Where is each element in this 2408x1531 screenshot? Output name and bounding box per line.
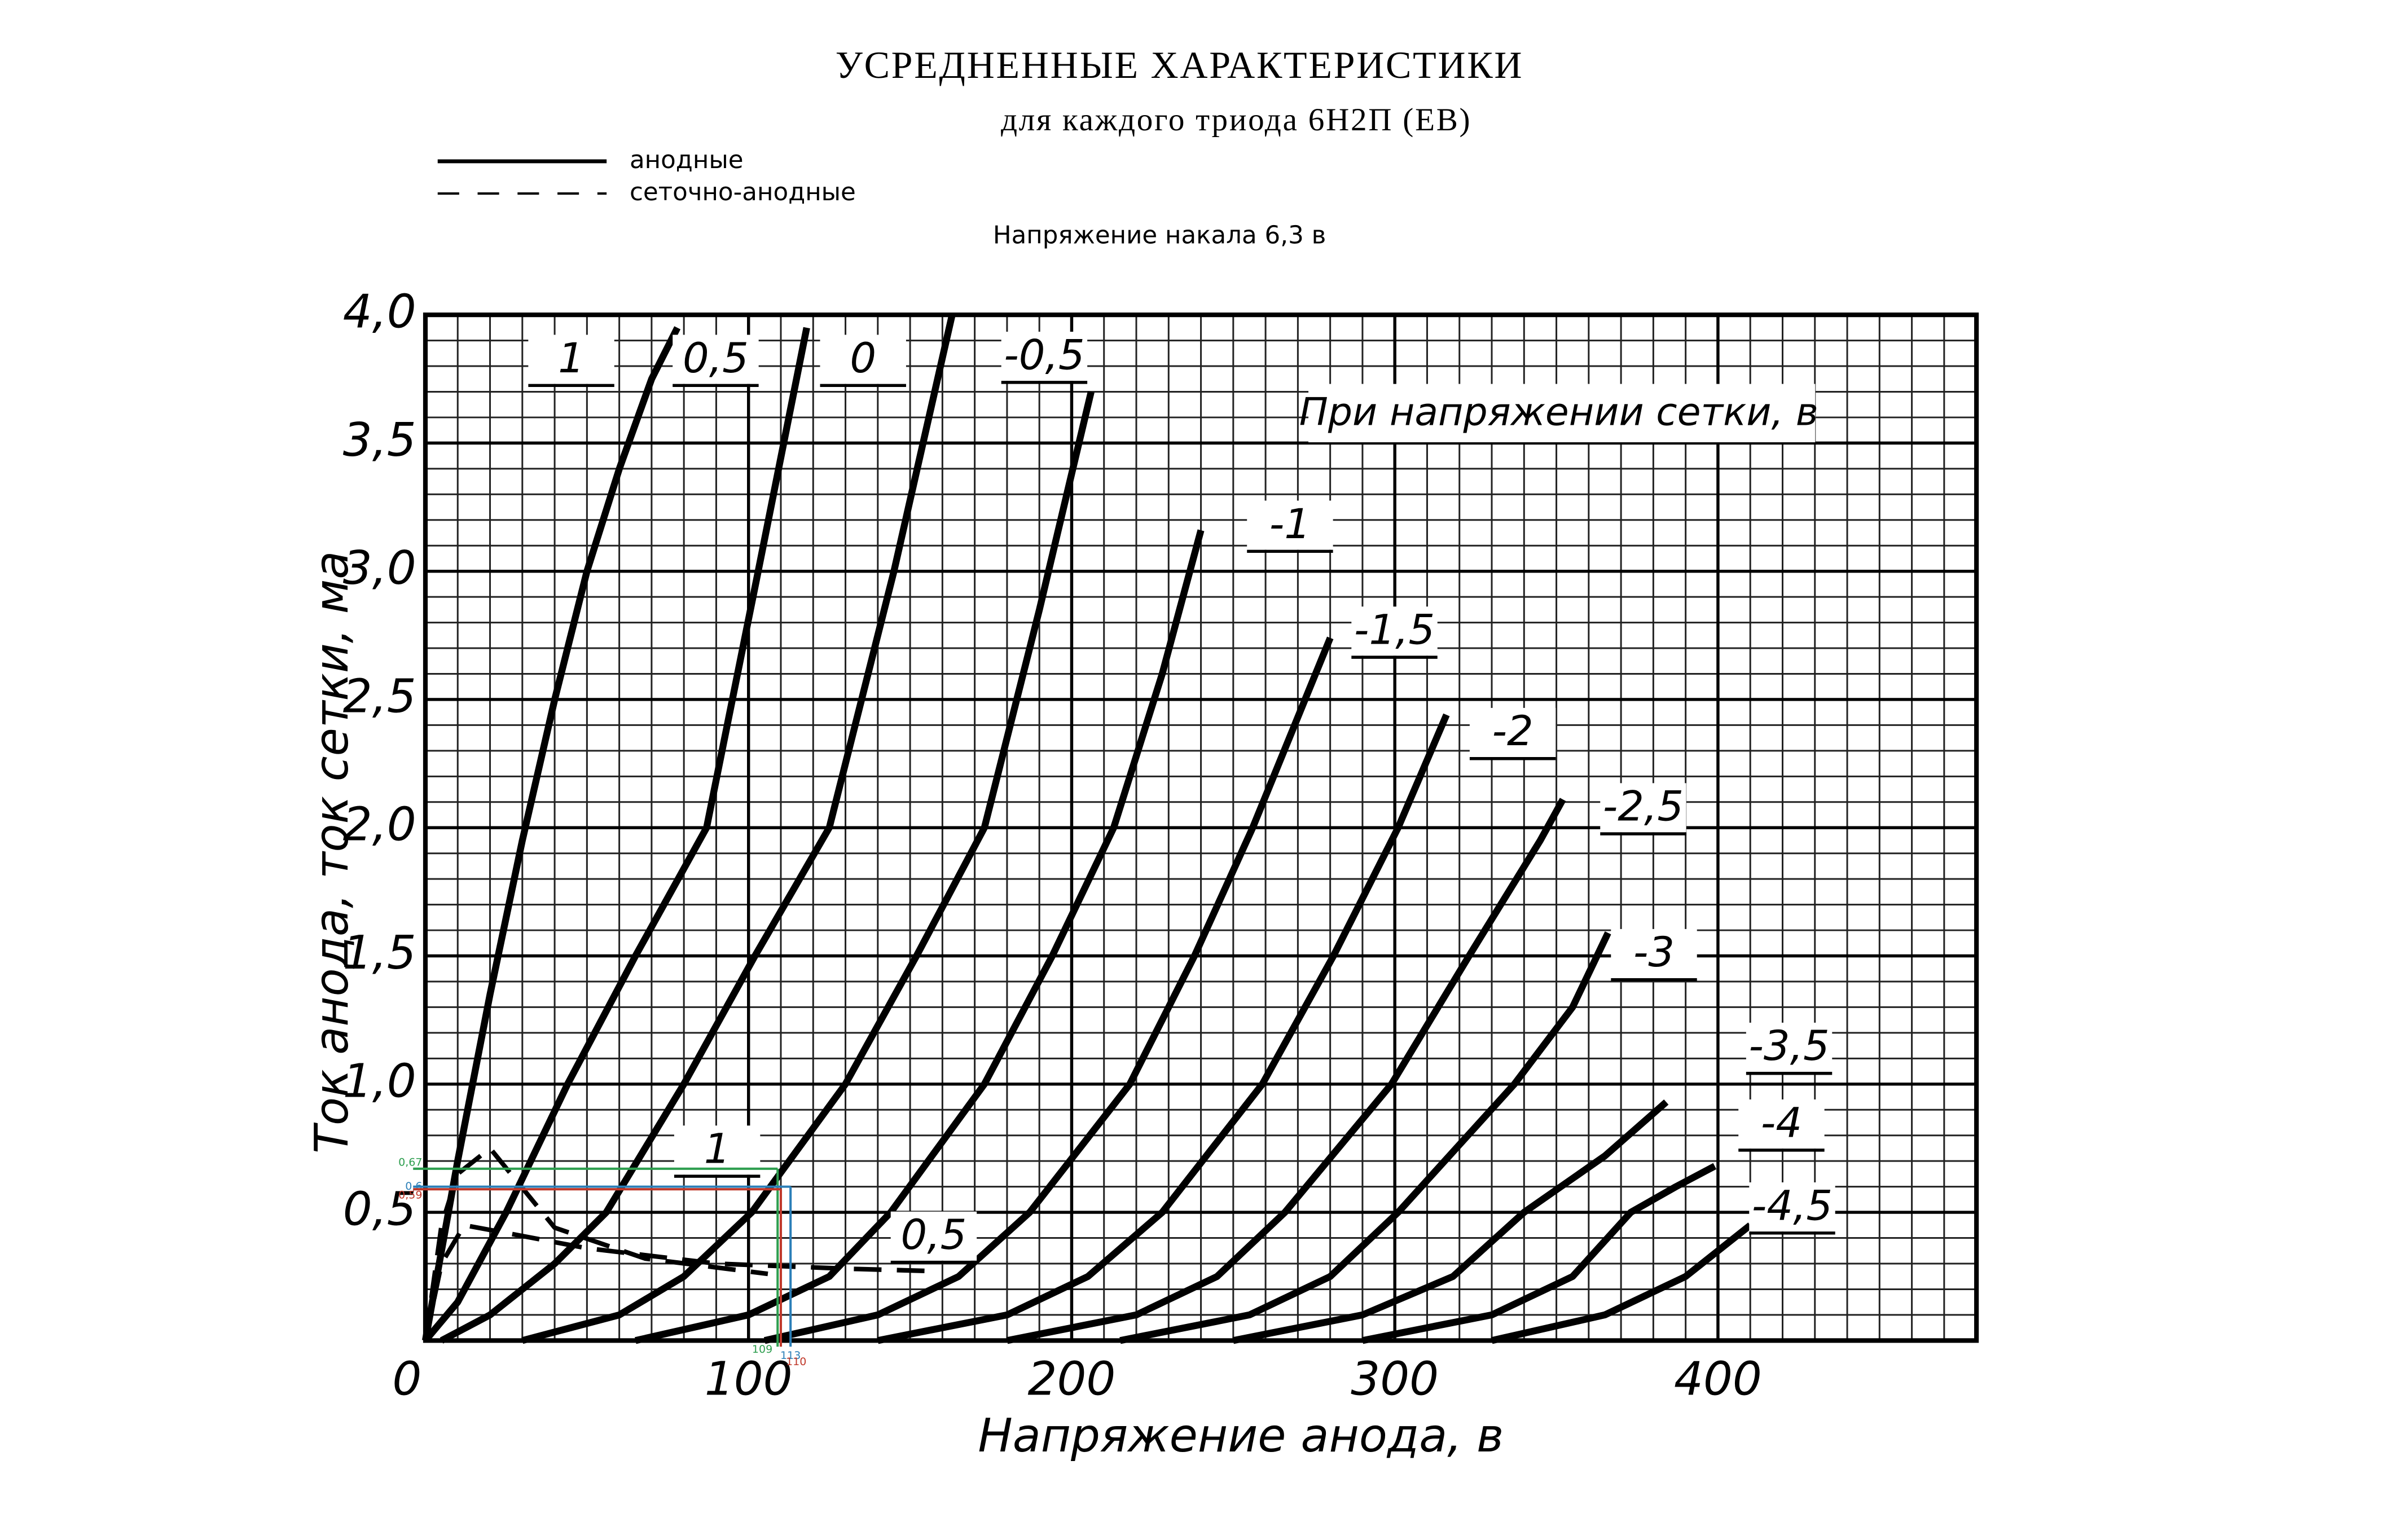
y-tick-label: 4,0 xyxy=(343,285,416,339)
anode-curve xyxy=(1232,1099,1669,1344)
anode-curve xyxy=(1119,931,1611,1344)
curve-label: -4,5 xyxy=(1752,1182,1833,1230)
annotation-box xyxy=(1308,384,1816,443)
y-axis-label: Ток анода, ток сетки, ма xyxy=(305,551,359,1154)
y-tick-label: 1,5 xyxy=(343,926,416,980)
curve-label: 0 xyxy=(850,335,876,382)
anode-curve xyxy=(1006,798,1566,1344)
y-tick-label: 0,5 xyxy=(343,1183,416,1237)
curve-label-box xyxy=(528,335,614,384)
guide-x-label: 109 xyxy=(752,1343,772,1356)
curve-label: -2 xyxy=(1492,707,1533,755)
chart-title: УСРЕДНЕННЫЕ ХАРАКТЕРИСТИКИ xyxy=(836,43,1523,86)
curve-label-box xyxy=(1001,332,1088,381)
curve-label-box xyxy=(1247,500,1333,550)
curve-label-box xyxy=(1749,1182,1835,1232)
y-tick-label: 1,0 xyxy=(343,1054,416,1108)
curve-label-box xyxy=(1738,1099,1825,1149)
curve-label: 0,5 xyxy=(683,335,749,382)
x-tick-label: 0 xyxy=(392,1352,421,1406)
curve-label-box xyxy=(674,1125,761,1175)
curve-label: -4 xyxy=(1761,1099,1802,1147)
curve-label: -1 xyxy=(1269,500,1311,548)
chart-subtitle: для каждого триода 6Н2П (ЕВ) xyxy=(1001,102,1471,138)
anode-curve xyxy=(423,327,810,1343)
curve-label-box xyxy=(673,335,759,384)
curve-label-box xyxy=(890,1211,977,1261)
curve-label-box xyxy=(1746,1022,1833,1072)
x-tick-label: 300 xyxy=(1351,1352,1439,1406)
grid-current-curve xyxy=(423,1146,768,1341)
curve-label-box xyxy=(1611,929,1697,978)
y-tick-label: 2,0 xyxy=(343,798,416,852)
guide-x-label: 110 xyxy=(786,1356,806,1368)
curve-label: 1 xyxy=(704,1125,731,1173)
anode-curve xyxy=(877,713,1450,1344)
legend-label: анодные xyxy=(630,146,744,174)
guide-x-label: 113 xyxy=(780,1349,801,1362)
curve-label: -2,5 xyxy=(1603,783,1684,831)
guide-y-label: 0,67 xyxy=(398,1156,422,1168)
anode-curve xyxy=(1361,1163,1717,1344)
x-tick-label: 200 xyxy=(1028,1352,1116,1406)
curve-label-box xyxy=(1600,783,1686,833)
curve-label: -0,5 xyxy=(1004,331,1084,379)
x-tick-label: 100 xyxy=(705,1352,793,1406)
anode-curve xyxy=(521,391,1095,1344)
curve-label: 0,5 xyxy=(901,1211,967,1259)
anode-curve xyxy=(634,529,1205,1344)
anode-curve xyxy=(763,636,1334,1344)
grid-current-curve xyxy=(423,1222,939,1341)
plot-area: 0 100 200 300 400 0,5 1,0 1,5 2,0 2,5 3,0 3,5 4,0 1 0,… xyxy=(343,285,1979,1406)
y-tick-label: 3,5 xyxy=(343,413,416,467)
legend-label: сеточно-анодные xyxy=(630,178,856,206)
curve-label: 1 xyxy=(558,335,585,382)
curve-label-box xyxy=(820,335,906,384)
chart-note: Напряжение накала 6,3 в xyxy=(993,221,1326,249)
anode-curve xyxy=(440,314,956,1344)
y-tick-label: 3,0 xyxy=(343,542,416,595)
annotation: При напряжении сетки, в xyxy=(1299,390,1818,435)
curve-label: -3,5 xyxy=(1748,1022,1829,1070)
curve-label-box xyxy=(1469,707,1556,758)
x-tick-label: 400 xyxy=(1674,1352,1762,1406)
guide-y-label: 0,59 xyxy=(398,1189,422,1202)
x-axis-label: Напряжение анода, в xyxy=(978,1409,1504,1463)
curve-label: -1,5 xyxy=(1354,606,1435,654)
y-tick-label: 2,5 xyxy=(343,670,416,723)
curve-label-box xyxy=(1351,606,1438,656)
anode-curve xyxy=(1491,1222,1752,1344)
curve-label: -3 xyxy=(1633,929,1675,976)
